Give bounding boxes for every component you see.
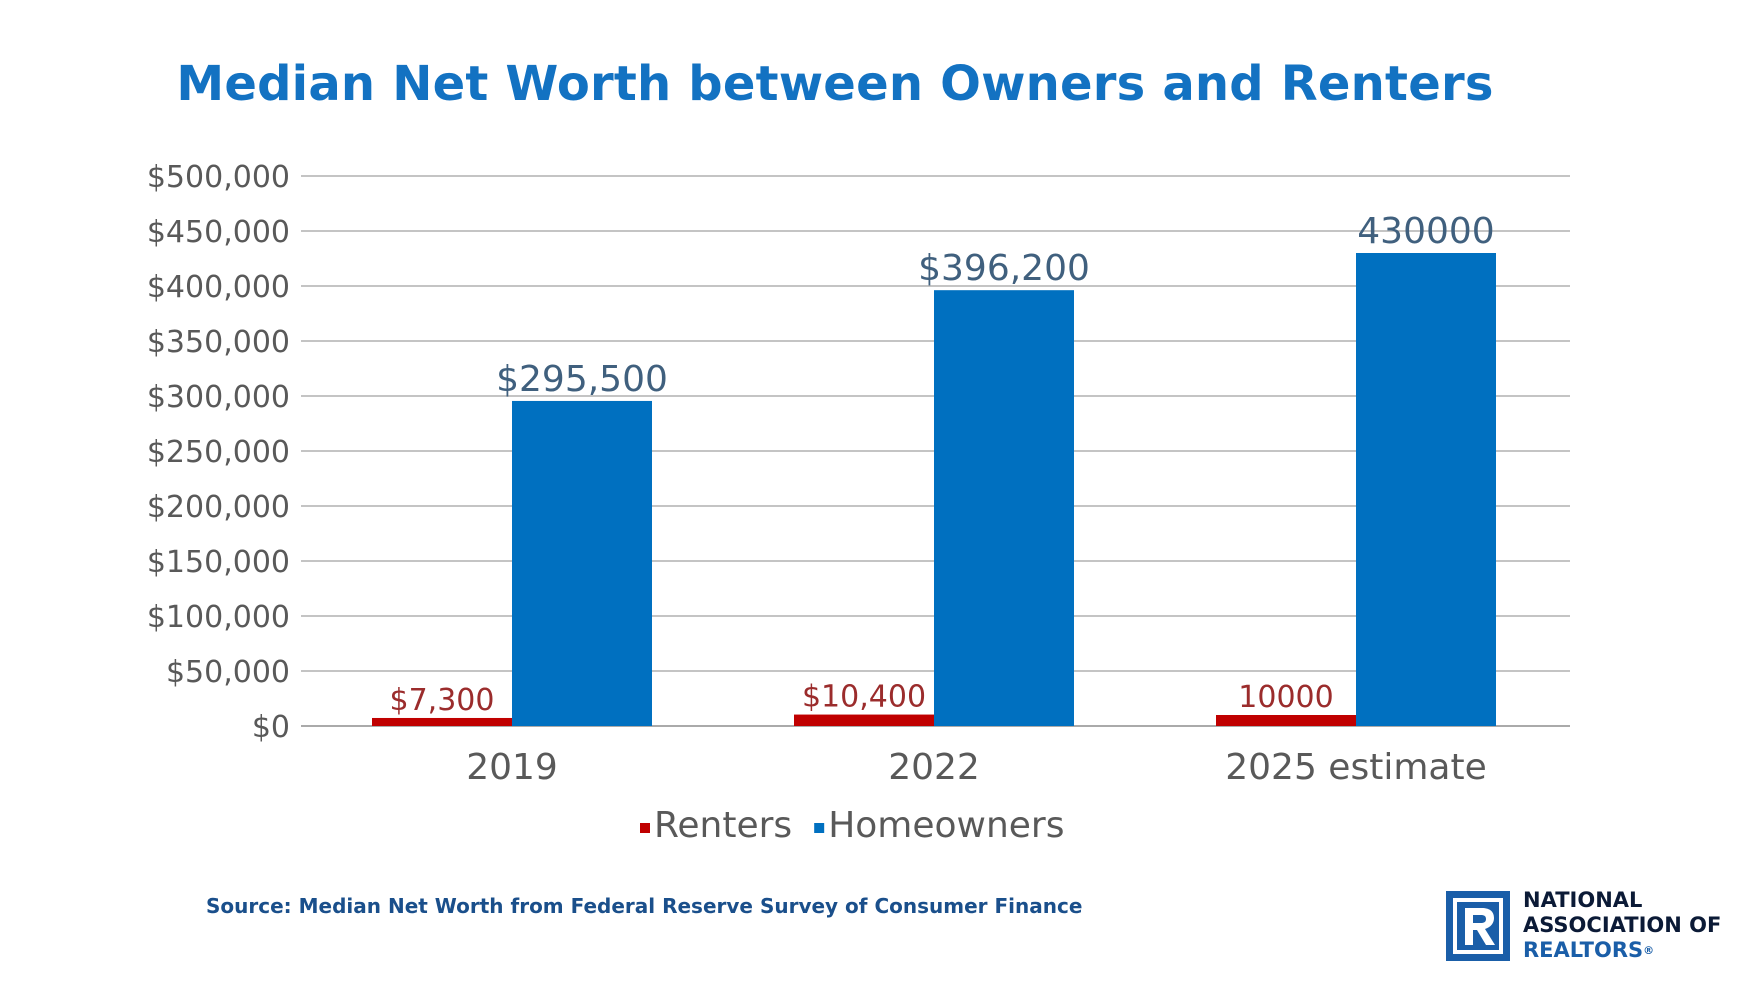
y-tick-label: $250,000: [147, 435, 290, 470]
y-axis-tick-labels: $0 $50,000 $100,000 $150,000 $200,000 $250,00…: [147, 160, 290, 745]
x-axis-tick-labels: 2019 2022 2025 estimate: [466, 747, 1487, 788]
data-labels: $7,300 $295,500 $10,400 $396,200 10000 430000: [390, 211, 1495, 718]
bar-renters-0: [372, 717, 512, 726]
x-tick-label: 2022: [888, 747, 980, 788]
registered-mark: ®: [1643, 944, 1655, 957]
data-label-homeowners: $396,200: [918, 248, 1090, 289]
logo-line-1: NATIONAL: [1523, 888, 1643, 912]
y-tick-label: $150,000: [147, 545, 290, 580]
y-tick-label: $300,000: [147, 380, 290, 415]
x-tick-label: 2019: [466, 747, 558, 788]
legend-label-homeowners: Homeowners: [828, 805, 1064, 846]
logo-line-2: ASSOCIATION OF: [1523, 913, 1722, 937]
y-tick-label: $100,000: [147, 600, 290, 635]
legend: Renters Homeowners: [640, 805, 1065, 846]
data-label-renters: $7,300: [390, 683, 495, 718]
x-tick-label: 2025 estimate: [1225, 747, 1486, 788]
y-tick-label: $500,000: [147, 160, 290, 195]
bar-chart: $0 $50,000 $100,000 $150,000 $200,000 $250,00…: [147, 160, 1570, 846]
y-tick-label: $350,000: [147, 325, 290, 360]
bar-homeowners-0: [512, 400, 652, 726]
page-title: Median Net Worth between Owners and Rent…: [176, 56, 1494, 112]
logo-line-3: REALTORS®: [1523, 938, 1721, 963]
logo-text: NATIONAL ASSOCIATION OF REALTORS®: [1523, 888, 1721, 963]
y-tick-label: $0: [252, 710, 290, 745]
y-tick-label: $450,000: [147, 215, 290, 250]
source-note: Source: Median Net Worth from Federal Re…: [206, 894, 1083, 918]
data-label-renters: $10,400: [802, 680, 926, 715]
nar-logo: NATIONAL ASSOCIATION OF REALTORS®: [1446, 888, 1736, 962]
bar-renters-1: [794, 714, 934, 726]
bar-homeowners-1: [934, 290, 1074, 726]
data-label-renters: 10000: [1238, 680, 1333, 715]
bars: [372, 253, 1496, 726]
y-tick-label: $50,000: [166, 655, 290, 690]
legend-swatch-renters: [640, 823, 650, 833]
logo-line-3-text: REALTORS: [1523, 938, 1644, 962]
data-label-homeowners: 430000: [1357, 211, 1494, 252]
data-label-homeowners: $295,500: [496, 359, 668, 400]
y-tick-label: $400,000: [147, 270, 290, 305]
bar-homeowners-2: [1356, 253, 1496, 726]
realtor-r-mark-icon: [1446, 891, 1510, 961]
bar-renters-2: [1216, 715, 1356, 726]
legend-label-renters: Renters: [654, 805, 792, 846]
y-tick-label: $200,000: [147, 490, 290, 525]
legend-swatch-homeowners: [814, 823, 825, 833]
